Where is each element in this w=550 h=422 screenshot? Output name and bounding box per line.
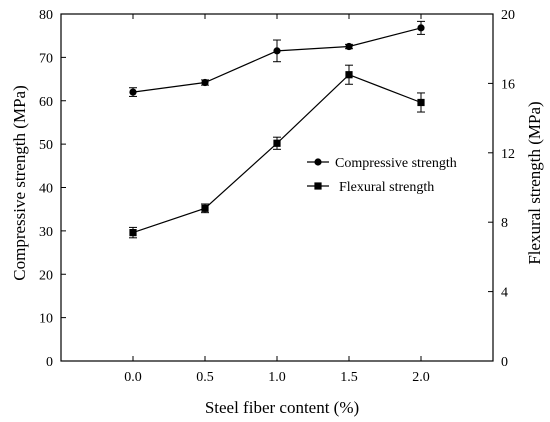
left-y-tick-label: 40 [39,182,53,197]
legend-flexural-marker [314,182,322,190]
compressive-point [129,88,137,96]
right-y-axis-title: Flexural strength (MPa) [525,101,544,264]
left-y-tick-label: 10 [39,312,53,327]
left-y-tick-label: 20 [39,268,53,283]
flexural-point [273,139,281,147]
flexural-point [345,71,353,79]
compressive-point [201,78,209,87]
right-y-tick-label: 0 [501,355,508,370]
x-tick-label: 0.5 [196,370,214,385]
left-y-tick-label: 30 [39,225,53,240]
legend-compressive-marker [314,158,322,166]
flexural-series-line [132,74,422,234]
left-y-tick-label: 80 [39,8,53,23]
axis-ticks: 0.0 0.5 1.0 1.5 2.0 0 10 20 30 40 50 60 70 80 0 4 8 12 16 2… [39,8,515,385]
flexural-point [417,98,425,107]
right-y-tick-label: 4 [501,286,508,301]
flexural-point [129,229,137,237]
data-series [129,20,425,239]
compressive-point [345,42,353,51]
x-tick-label: 1.5 [340,370,358,385]
left-y-tick-label: 50 [39,138,53,153]
x-axis-title: Steel fiber content (%) [205,398,359,417]
x-tick-label: 2.0 [412,370,430,385]
left-y-tick-label: 70 [39,51,53,66]
axis-titles: Steel fiber content (%) Compressive stre… [10,85,544,417]
left-y-tick-label: 60 [39,95,53,110]
left-y-axis-title: Compressive strength (MPa) [10,85,29,280]
right-y-tick-label: 8 [501,216,508,231]
right-y-tick-label: 20 [501,8,515,23]
legend: Compressive strength Flexural strength [307,156,457,195]
legend-flexural-label: Flexural strength [339,180,434,195]
legend-compressive-label: Compressive strength [335,156,457,171]
x-tick-label: 1.0 [268,370,286,385]
compressive-point [273,47,281,55]
flexural-point [201,204,209,212]
left-y-tick-label: 0 [46,355,53,370]
x-tick-label: 0.0 [124,370,142,385]
right-y-tick-label: 16 [501,77,515,92]
right-y-tick-label: 12 [501,147,515,162]
compressive-point [417,24,425,32]
